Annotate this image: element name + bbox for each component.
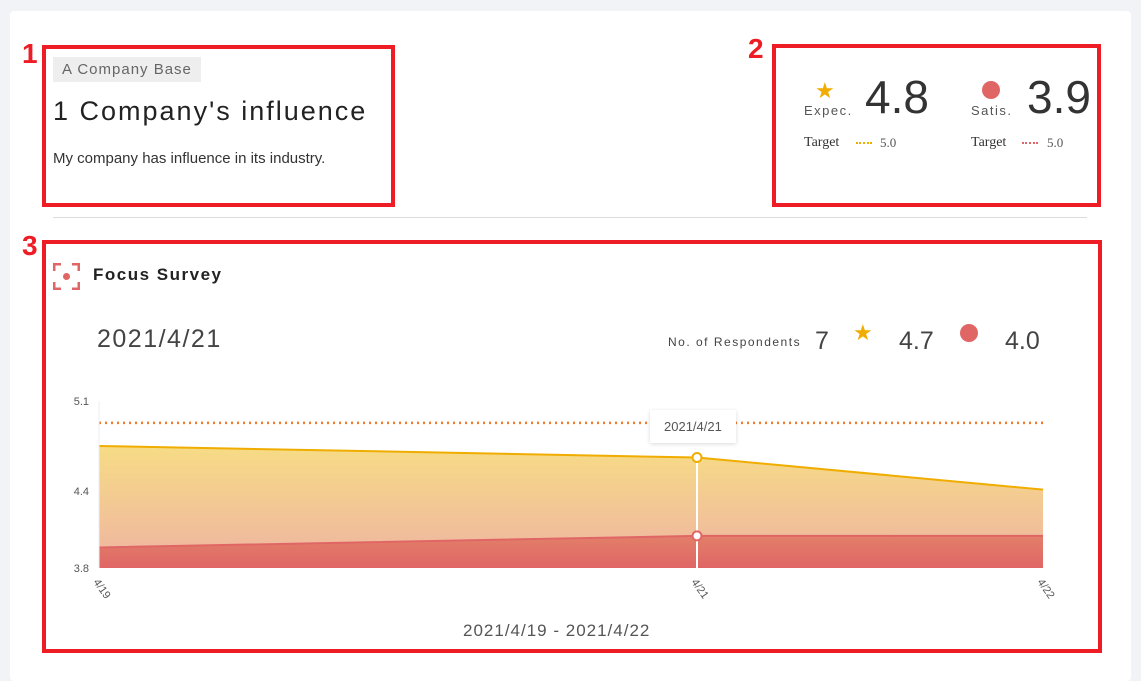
expectation-target-line-icon <box>856 142 872 144</box>
circle-icon <box>960 324 978 342</box>
satisfaction-target-value: 5.0 <box>1047 135 1064 150</box>
y-tick-label: 4.4 <box>74 486 89 498</box>
selected-date: 2021/4/21 <box>97 325 222 353</box>
chart-tooltip: 2021/4/21 <box>650 410 736 443</box>
focus-icon <box>53 263 80 290</box>
section-title: Focus Survey <box>93 265 223 284</box>
annotation-number-3: 3 <box>22 230 38 261</box>
focus-expectation-value: 4.7 <box>899 327 934 355</box>
annotation-number-2: 2 <box>748 33 764 64</box>
expectation-label: Expec. <box>804 103 853 118</box>
expectation-target-label: Target <box>804 135 840 150</box>
satisfaction-area <box>99 535 1043 568</box>
satisfaction-label: Satis. <box>971 103 1013 118</box>
focus-satisfaction-value: 4.0 <box>1005 327 1040 355</box>
respondents-count: 7 <box>815 327 829 355</box>
expectation-point <box>691 452 703 464</box>
annotation-box-2 <box>772 44 1101 207</box>
question-description: My company has influence in its industry… <box>53 150 326 167</box>
satisfaction-point <box>691 530 703 542</box>
divider <box>53 217 1087 218</box>
expectation-value: 4.8 <box>865 71 929 123</box>
circle-icon <box>982 81 1000 99</box>
star-icon: ★ <box>853 320 873 345</box>
annotation-box-1 <box>42 45 395 207</box>
annotation-number-1: 1 <box>22 38 38 69</box>
star-icon: ★ <box>815 78 835 103</box>
expectation-target-value: 5.0 <box>880 135 897 150</box>
card <box>10 11 1131 681</box>
date-range: 2021/4/19 - 2021/4/22 <box>463 621 651 640</box>
category-tag: A Company Base <box>53 57 201 82</box>
y-tick-label: 3.8 <box>74 563 89 575</box>
satisfaction-target-label: Target <box>971 135 1007 150</box>
respondents-label: No. of Respondents <box>668 335 802 349</box>
satisfaction-target-line-icon <box>1022 142 1038 144</box>
y-tick-label: 5.1 <box>74 396 89 408</box>
question-title: 1 Company's influence <box>53 96 368 126</box>
annotation-box-3 <box>42 240 1102 653</box>
satisfaction-value: 3.9 <box>1027 71 1091 123</box>
